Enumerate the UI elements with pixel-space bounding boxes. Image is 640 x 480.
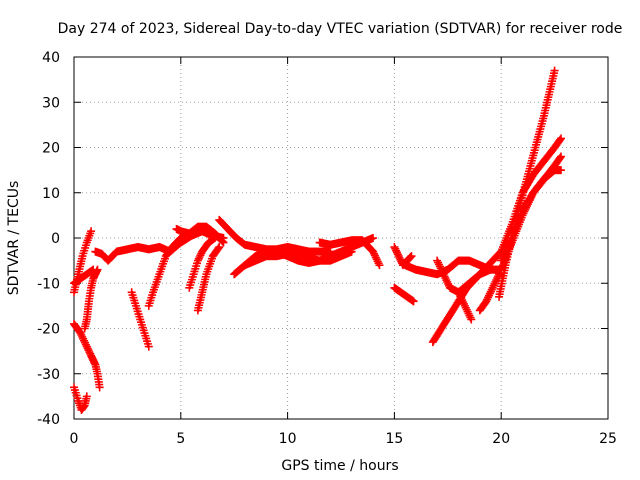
y-tick-label: -10 [37,276,60,292]
data-point-marker [393,250,402,259]
data-point-marker [369,234,378,242]
series-track-j [185,234,219,292]
series-track-l [215,215,335,256]
data-point-marker [196,251,205,260]
series-track-b [70,383,91,414]
y-tick-label: 0 [51,231,60,247]
data-point-marker [82,392,91,401]
data-point-marker [557,134,566,143]
data-point-marker [85,348,94,357]
data-point-marker [467,315,476,324]
data-point-marker [405,253,414,262]
data-points [70,66,566,414]
y-tick-label: 20 [42,141,60,157]
y-tick-label: 40 [42,50,60,66]
data-point-marker [215,243,224,252]
data-point-marker [144,342,153,351]
series-track-o [315,236,384,270]
data-point-marker [390,243,399,252]
x-tick-labels: 0 5 10 15 20 25 [70,431,617,447]
data-point-marker [486,265,495,274]
data-point-marker [193,256,202,265]
data-point-marker [93,265,102,274]
data-point-marker [556,153,565,162]
data-point-marker [375,261,384,270]
data-point-marker [84,346,93,355]
series-track-x [497,134,566,256]
data-point-marker [218,237,227,246]
y-tick-labels: -40 -30 -20 -10 0 10 20 30 40 [37,50,60,428]
grid-lines [74,57,608,419]
y-tick-label: -30 [37,367,60,383]
series-track-v [475,270,504,315]
x-tick-label: 20 [492,431,510,447]
data-point-marker [406,253,415,262]
x-axis-label: GPS time / hours [281,458,398,474]
y-axis-label: SDTVAR / TECUs [6,181,22,296]
data-point-marker [394,252,403,261]
data-point-marker [195,253,204,262]
data-point-marker [557,152,566,161]
y-tick-label: -40 [37,412,60,428]
data-point-marker [95,383,104,392]
series-track-k [193,243,224,315]
x-tick-label: 25 [599,431,617,447]
data-point-marker [395,253,404,262]
data-point-marker [556,135,565,144]
data-point-marker [550,66,559,75]
chart-title: Day 274 of 2023, Sidereal Day-to-day VTE… [58,21,623,37]
data-point-marker [214,244,223,253]
x-tick-label: 15 [385,431,403,447]
axis-ticks [73,56,609,420]
series-track-q [390,283,418,306]
series-track-a [70,319,104,392]
series-track-u [454,265,495,297]
data-point-marker [210,234,219,242]
y-tick-label: 10 [42,186,60,202]
data-point-marker [392,248,401,257]
data-point-marker [391,244,400,253]
data-point-marker [83,344,92,353]
x-tick-label: 5 [176,431,185,447]
data-point-marker [194,254,203,263]
data-point-marker [407,252,416,261]
data-point-marker [557,166,566,175]
y-tick-label: -20 [37,322,60,338]
data-point-marker [409,297,418,306]
series-track-g [127,288,153,351]
x-tick-label: 0 [70,431,79,447]
x-tick-label: 10 [279,431,297,447]
series-track-e [80,265,102,333]
data-point-marker [495,270,504,279]
y-tick-label: 30 [42,95,60,111]
data-point-marker [87,227,96,236]
series-track-d [70,265,98,288]
data-point-marker [219,238,228,247]
series-track-n [240,234,378,270]
data-point-marker [82,342,91,351]
data-point-marker [392,246,401,255]
series-track-z [497,166,566,274]
data-point-marker [396,255,405,264]
